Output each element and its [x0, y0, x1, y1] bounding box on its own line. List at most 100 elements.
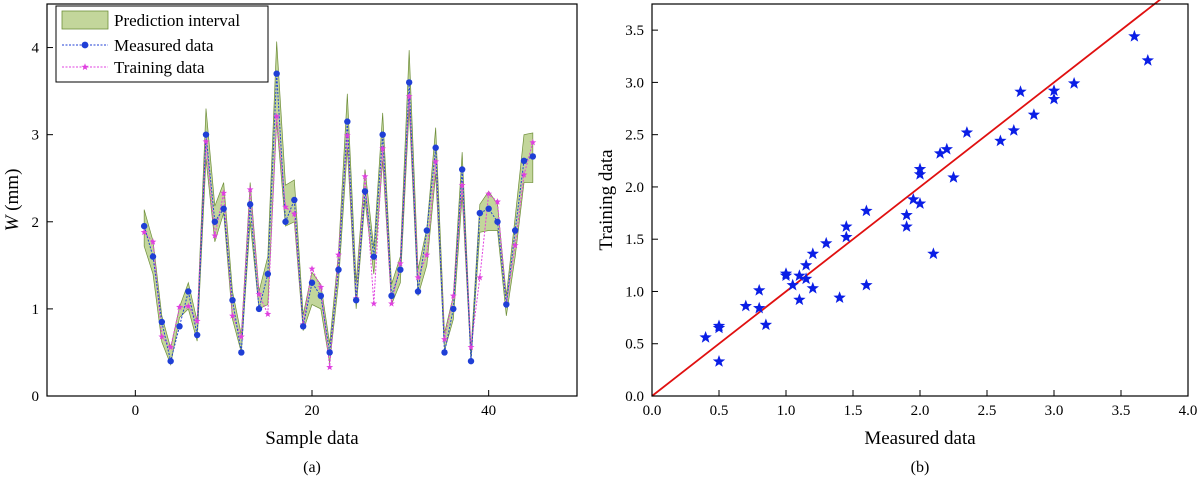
- measured-data-point: [520, 157, 528, 164]
- x-tick-label: 40: [481, 403, 496, 419]
- scatter-point: [739, 299, 752, 312]
- scatter-point: [913, 197, 927, 209]
- scatter-point: [900, 220, 913, 232]
- training-data-point: [308, 265, 316, 272]
- scatter-point: [712, 319, 726, 332]
- scatter-point: [806, 247, 819, 260]
- measured-data-point: [326, 349, 333, 356]
- x-tick-label: 0.0: [643, 403, 662, 419]
- training-data-point: [529, 138, 537, 146]
- panel-b-axes: 0.0 0.5 1.0 1.5 2.0 2.5 3.0 3.5 4.0 0.0 0.5 1.0 1.5 2…: [625, 23, 1197, 419]
- scatter-point: [799, 258, 813, 271]
- scatter-point: [860, 278, 873, 291]
- scatter-point: [799, 272, 813, 285]
- panel-b-scatter-chart: 0.0 0.5 1.0 1.5 2.0 2.5 3.0 3.5 4.0 0.0 0.5 1.0 1.5 2…: [596, 0, 1197, 476]
- training-data-point: [211, 232, 219, 239]
- measured-data-point: [423, 227, 431, 234]
- y-tick-label: 3.0: [625, 75, 644, 91]
- training-data-point: [149, 238, 157, 245]
- measured-data-point: [255, 305, 263, 313]
- training-data-point: [432, 158, 440, 165]
- scatter-point: [927, 247, 940, 260]
- scatter-point: [994, 134, 1007, 147]
- scatter-point: [940, 142, 953, 155]
- prediction-interval-area: [143, 41, 534, 366]
- measured-data-point: [441, 349, 448, 356]
- measured-data-point: [291, 196, 298, 204]
- legend-marker-training: [81, 63, 89, 71]
- panel-a-caption: (a): [303, 459, 321, 476]
- measured-data-point: [220, 205, 227, 212]
- training-data-point: [520, 171, 528, 178]
- legend-star-shape: [81, 63, 89, 71]
- training-data-point: [476, 273, 484, 281]
- legend-swatch-prediction-interval: [61, 10, 109, 30]
- measured-data-point: [149, 253, 157, 260]
- y-axis-label-symbol: W: [2, 213, 23, 231]
- panel-b-reference-line: [651, 0, 1162, 397]
- y-tick-label: 2.0: [625, 180, 644, 196]
- y-tick-label: 3.5: [625, 23, 644, 39]
- measured-data-point: [370, 253, 378, 260]
- training-data-point: [229, 312, 236, 319]
- panel-a-axes: 0 20 40 0 1 2 3 4: [32, 41, 497, 419]
- legend-label-training: Training data: [114, 58, 205, 77]
- measured-data-point: [202, 131, 210, 138]
- x-tick-label: 1.0: [777, 403, 796, 419]
- x-tick-label: 0: [132, 403, 140, 419]
- measured-data-point: [388, 292, 395, 300]
- measured-data-point: [238, 349, 245, 356]
- training-data-point: [326, 363, 334, 371]
- measured-data-point: [273, 70, 280, 77]
- y-tick-label: 4: [32, 41, 40, 57]
- measured-data-point: [511, 227, 519, 234]
- measured-data-point: [229, 296, 236, 304]
- measured-data-point: [299, 323, 307, 330]
- measured-data-point: [167, 357, 174, 365]
- training-data-point: [158, 333, 166, 340]
- scatter-point: [1141, 53, 1154, 66]
- y-axis-label-unit: (mm): [2, 169, 23, 216]
- scatter-point: [840, 220, 853, 232]
- scatter-point: [793, 293, 806, 306]
- training-data-point: [343, 131, 351, 139]
- scatter-point: [1047, 84, 1061, 97]
- training-data-point: [370, 300, 378, 307]
- measured-data-point: [282, 218, 289, 225]
- scatter-point: [786, 278, 799, 291]
- measured-data-point: [397, 266, 404, 273]
- x-tick-label: 3.0: [1045, 403, 1064, 419]
- measured-data-point: [185, 288, 192, 295]
- training-data-point: [494, 198, 501, 205]
- scatter-point: [1007, 123, 1020, 136]
- training-data-point: [511, 241, 519, 249]
- scatter-point: [947, 171, 960, 183]
- scatter-point: [793, 269, 806, 282]
- measured-data-point: [503, 301, 510, 308]
- panel-b-frame: [651, 3, 1189, 397]
- training-data-point: [140, 228, 148, 236]
- training-data-point: [423, 251, 431, 258]
- training-data-point: [458, 181, 466, 189]
- scatter-point: [913, 167, 927, 180]
- legend-label-measured: Measured data: [114, 36, 214, 55]
- training-data-point: [485, 190, 493, 197]
- measured-data-point: [317, 292, 325, 300]
- measured-data-point: [193, 331, 201, 339]
- training-data-point: [264, 310, 272, 318]
- scatter-point: [1047, 92, 1061, 105]
- training-data-point: [388, 300, 395, 307]
- training-data-point: [414, 273, 422, 281]
- training-data-point: [335, 251, 342, 258]
- prediction-interval-band: [143, 41, 534, 366]
- x-tick-label: 0.5: [710, 403, 729, 419]
- training-data-point: [237, 333, 245, 340]
- scatter-point: [840, 230, 853, 243]
- y-tick-label: 1.5: [625, 232, 644, 248]
- scatter-point: [1128, 29, 1141, 42]
- measured-data-point: [140, 222, 148, 230]
- scatter-point: [759, 318, 773, 331]
- training-data-point: [193, 317, 201, 324]
- scatter-point: [900, 208, 913, 221]
